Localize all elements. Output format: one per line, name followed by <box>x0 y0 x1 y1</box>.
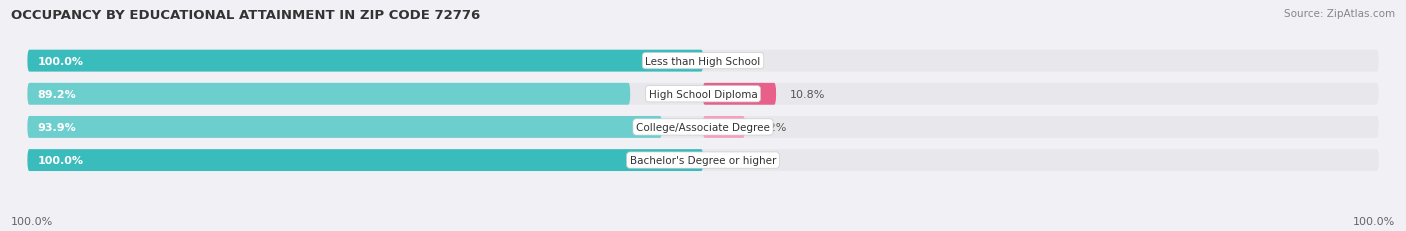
FancyBboxPatch shape <box>28 116 662 138</box>
Text: 0.0%: 0.0% <box>717 155 745 165</box>
FancyBboxPatch shape <box>703 83 776 105</box>
FancyBboxPatch shape <box>28 83 1378 105</box>
FancyBboxPatch shape <box>28 51 1378 72</box>
Text: Bachelor's Degree or higher: Bachelor's Degree or higher <box>630 155 776 165</box>
FancyBboxPatch shape <box>28 51 703 72</box>
Text: OCCUPANCY BY EDUCATIONAL ATTAINMENT IN ZIP CODE 72776: OCCUPANCY BY EDUCATIONAL ATTAINMENT IN Z… <box>11 9 481 22</box>
Text: 100.0%: 100.0% <box>1353 216 1395 226</box>
Text: 6.2%: 6.2% <box>758 122 787 132</box>
Text: Less than High School: Less than High School <box>645 56 761 66</box>
FancyBboxPatch shape <box>28 149 703 171</box>
Text: Source: ZipAtlas.com: Source: ZipAtlas.com <box>1284 9 1395 19</box>
FancyBboxPatch shape <box>28 149 1378 171</box>
Text: 100.0%: 100.0% <box>11 216 53 226</box>
Text: 93.9%: 93.9% <box>38 122 76 132</box>
Text: High School Diploma: High School Diploma <box>648 89 758 99</box>
FancyBboxPatch shape <box>28 83 630 105</box>
Text: 89.2%: 89.2% <box>38 89 76 99</box>
Text: College/Associate Degree: College/Associate Degree <box>636 122 770 132</box>
Text: 0.0%: 0.0% <box>717 56 745 66</box>
Text: 100.0%: 100.0% <box>38 155 84 165</box>
FancyBboxPatch shape <box>28 116 1378 138</box>
FancyBboxPatch shape <box>703 116 745 138</box>
Text: 100.0%: 100.0% <box>38 56 84 66</box>
Text: 10.8%: 10.8% <box>789 89 825 99</box>
